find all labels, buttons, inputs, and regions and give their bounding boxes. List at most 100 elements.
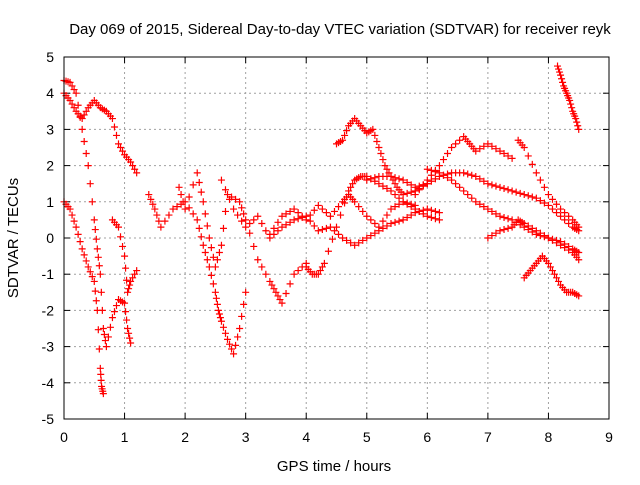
data-point: [212, 294, 220, 302]
data-point: [347, 239, 355, 247]
data-point: [512, 188, 520, 196]
data-point: [226, 195, 234, 203]
data-point: [236, 325, 244, 332]
data-point: [391, 203, 399, 211]
data-point: [306, 217, 314, 225]
series-sat-b: [60, 77, 135, 351]
data-point: [84, 162, 92, 170]
data-point: [377, 150, 385, 158]
data-point: [504, 224, 512, 232]
data-point: [199, 241, 207, 249]
data-point: [427, 177, 435, 185]
data-point: [508, 216, 516, 224]
data-point: [395, 200, 403, 208]
x-axis-label: GPS time / hours: [277, 458, 391, 475]
data-point: [387, 187, 395, 195]
data-point: [99, 325, 107, 332]
data-point: [399, 176, 407, 184]
data-point: [258, 220, 266, 228]
data-point: [122, 264, 130, 272]
data-point: [278, 223, 286, 231]
y-axis-label: SDTVAR / TECUs: [5, 178, 22, 298]
series-sat-d: [108, 216, 141, 296]
data-point: [444, 150, 452, 158]
data-point: [76, 238, 84, 246]
data-point: [80, 137, 88, 145]
data-point: [379, 182, 387, 190]
data-point: [92, 235, 100, 243]
data-point: [240, 300, 248, 308]
data-point: [532, 194, 540, 202]
data-point: [375, 180, 383, 188]
data-point: [524, 152, 532, 160]
data-point: [316, 267, 324, 275]
data-point: [96, 270, 104, 278]
data-point: [373, 137, 381, 145]
data-point: [70, 217, 78, 225]
data-point: [407, 188, 415, 196]
data-point: [94, 326, 102, 334]
y-tick-label: -5: [42, 411, 55, 427]
data-point: [375, 223, 383, 231]
data-point: [480, 203, 488, 211]
x-tick-label: 2: [181, 429, 189, 445]
data-point: [492, 145, 500, 153]
data-point: [106, 323, 114, 331]
data-point: [532, 227, 540, 235]
data-point: [78, 245, 86, 253]
data-point: [367, 175, 375, 183]
data-point: [133, 267, 141, 275]
data-point: [351, 198, 359, 206]
data-point: [395, 175, 403, 183]
data-point: [72, 89, 80, 97]
data-point: [294, 267, 302, 275]
data-point: [544, 201, 552, 209]
data-point: [127, 158, 135, 166]
data-point: [520, 144, 528, 151]
y-tick-label: -2: [42, 302, 55, 318]
data-point: [435, 209, 443, 217]
data-point: [276, 296, 284, 304]
data-point: [213, 300, 221, 308]
data-point: [484, 180, 492, 188]
data-point: [555, 277, 563, 285]
data-point: [97, 288, 105, 296]
data-point: [383, 165, 391, 173]
data-point: [127, 339, 135, 347]
data-point: [411, 205, 419, 213]
data-point: [568, 104, 576, 112]
data-point: [211, 263, 219, 271]
data-point: [82, 107, 90, 115]
y-tick-label: 2: [46, 158, 54, 174]
data-point: [383, 185, 391, 193]
data-point: [341, 131, 349, 139]
data-point: [554, 62, 562, 70]
data-point: [165, 211, 173, 219]
data-point: [147, 195, 155, 203]
data-point: [242, 216, 250, 224]
data-point: [468, 194, 476, 202]
data-point: [419, 210, 427, 218]
data-point: [480, 177, 488, 185]
data-point: [224, 191, 231, 199]
data-point: [363, 234, 371, 242]
x-tick-label: 0: [60, 429, 68, 445]
data-point: [97, 376, 105, 384]
data-point: [423, 205, 431, 213]
data-point: [74, 101, 82, 109]
data-point: [278, 299, 286, 307]
data-point: [403, 200, 411, 208]
data-point: [193, 216, 201, 224]
data-point: [427, 206, 435, 214]
data-point: [217, 241, 225, 249]
data-point: [566, 96, 574, 104]
data-point: [561, 240, 569, 248]
data-point: [367, 232, 375, 240]
data-point: [567, 100, 575, 108]
data-point: [193, 169, 201, 177]
data-point: [201, 248, 209, 256]
data-point: [326, 212, 334, 220]
data-point: [173, 203, 181, 211]
x-tick-label: 1: [121, 429, 129, 445]
data-point: [572, 115, 580, 123]
